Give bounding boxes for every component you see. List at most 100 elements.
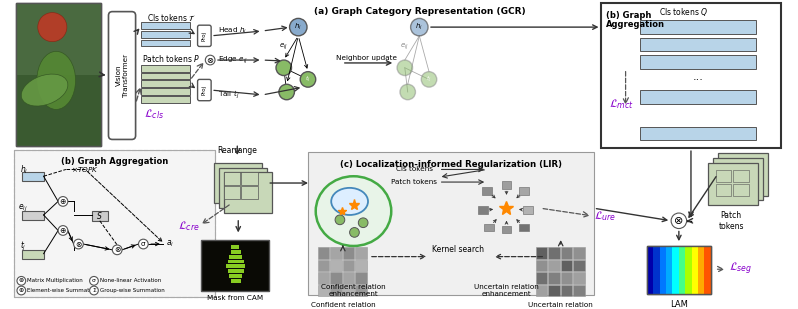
- Text: Patch
tokens: Patch tokens: [718, 211, 744, 231]
- Bar: [92, 211, 108, 221]
- Bar: [713, 158, 763, 201]
- Bar: [698, 252, 705, 258]
- Bar: [640, 127, 757, 140]
- Bar: [602, 3, 780, 148]
- Text: $\mathcal{L}_{cre}$: $\mathcal{L}_{cre}$: [178, 219, 200, 233]
- Bar: [673, 246, 679, 252]
- Bar: [679, 252, 685, 258]
- Bar: [698, 282, 705, 288]
- Bar: [685, 282, 692, 288]
- Bar: [698, 270, 705, 276]
- Text: ⊗: ⊗: [114, 245, 120, 254]
- Bar: [231, 279, 241, 283]
- Bar: [535, 285, 547, 296]
- Bar: [561, 260, 572, 271]
- Text: Edge $e_{ij}$: Edge $e_{ij}$: [218, 54, 247, 66]
- Bar: [679, 276, 685, 282]
- Circle shape: [350, 227, 359, 237]
- Bar: [308, 152, 594, 295]
- Text: Patch tokens $P$: Patch tokens $P$: [142, 53, 200, 64]
- Circle shape: [397, 60, 413, 75]
- Bar: [227, 269, 244, 273]
- Bar: [647, 270, 654, 276]
- Text: Proj: Proj: [202, 31, 207, 41]
- Text: $h_i$: $h_i$: [294, 22, 302, 32]
- Text: $\times TOPK$: $\times TOPK$: [71, 165, 98, 174]
- Bar: [654, 276, 660, 282]
- Bar: [721, 179, 736, 191]
- Text: ⊗: ⊗: [674, 216, 684, 226]
- Text: ⊗: ⊗: [18, 278, 24, 283]
- Bar: [479, 206, 488, 214]
- Bar: [679, 258, 685, 264]
- Text: Uncertain relation
enhancement: Uncertain relation enhancement: [474, 284, 539, 297]
- Bar: [227, 260, 244, 263]
- Bar: [223, 186, 240, 198]
- Bar: [519, 187, 529, 195]
- Text: ...: ...: [693, 71, 704, 82]
- Bar: [201, 240, 269, 290]
- Bar: [705, 258, 711, 264]
- Bar: [318, 272, 330, 284]
- Text: $t_j$: $t_j$: [426, 74, 432, 84]
- Bar: [141, 73, 190, 79]
- Text: LAM: LAM: [670, 300, 688, 309]
- Bar: [502, 226, 512, 233]
- Bar: [573, 272, 585, 284]
- Bar: [660, 276, 666, 282]
- Bar: [343, 285, 354, 296]
- Bar: [15, 3, 101, 146]
- Text: (a) Graph Category Representation (GCR): (a) Graph Category Representation (GCR): [314, 7, 525, 16]
- Bar: [318, 247, 330, 259]
- Bar: [685, 258, 692, 264]
- Text: $h_i$: $h_i$: [21, 163, 29, 176]
- Text: $S$: $S$: [97, 210, 103, 222]
- Circle shape: [279, 84, 294, 100]
- Bar: [535, 272, 547, 284]
- Text: None-linear Activation: None-linear Activation: [100, 278, 161, 283]
- Text: Σ: Σ: [92, 288, 96, 293]
- Bar: [241, 186, 258, 198]
- Circle shape: [671, 213, 686, 229]
- Text: $\mathcal{L}_{ure}$: $\mathcal{L}_{ure}$: [594, 209, 616, 223]
- Bar: [660, 288, 666, 294]
- Circle shape: [411, 19, 428, 36]
- Circle shape: [358, 218, 368, 227]
- FancyBboxPatch shape: [198, 25, 211, 46]
- Bar: [14, 150, 215, 297]
- Bar: [640, 20, 757, 34]
- Circle shape: [205, 55, 215, 65]
- Bar: [223, 172, 240, 185]
- Bar: [666, 252, 673, 258]
- Bar: [561, 247, 572, 259]
- Bar: [228, 274, 242, 278]
- Circle shape: [139, 239, 148, 249]
- Bar: [673, 270, 679, 276]
- Bar: [22, 172, 44, 181]
- Circle shape: [89, 277, 98, 285]
- Text: ⊕: ⊕: [60, 197, 66, 206]
- Bar: [733, 171, 749, 182]
- Bar: [698, 258, 705, 264]
- Bar: [647, 252, 654, 258]
- Bar: [647, 288, 654, 294]
- Text: Confident relation: Confident relation: [310, 302, 375, 308]
- Bar: [743, 161, 758, 172]
- Text: (b) Graph Aggregation: (b) Graph Aggregation: [61, 157, 168, 166]
- Text: ⊗: ⊗: [207, 56, 214, 65]
- Bar: [654, 264, 660, 270]
- Bar: [141, 31, 190, 38]
- Text: (b) Graph: (b) Graph: [606, 11, 652, 20]
- Bar: [318, 285, 330, 296]
- Bar: [223, 172, 272, 213]
- Bar: [231, 250, 241, 254]
- Text: Element-wise Summation: Element-wise Summation: [27, 288, 98, 293]
- Bar: [141, 22, 190, 29]
- Bar: [330, 285, 342, 296]
- Bar: [519, 224, 529, 231]
- Bar: [231, 245, 239, 249]
- Bar: [666, 264, 673, 270]
- Bar: [640, 38, 757, 51]
- Bar: [647, 276, 654, 282]
- Text: Cls tokens $Q$: Cls tokens $Q$: [659, 6, 709, 18]
